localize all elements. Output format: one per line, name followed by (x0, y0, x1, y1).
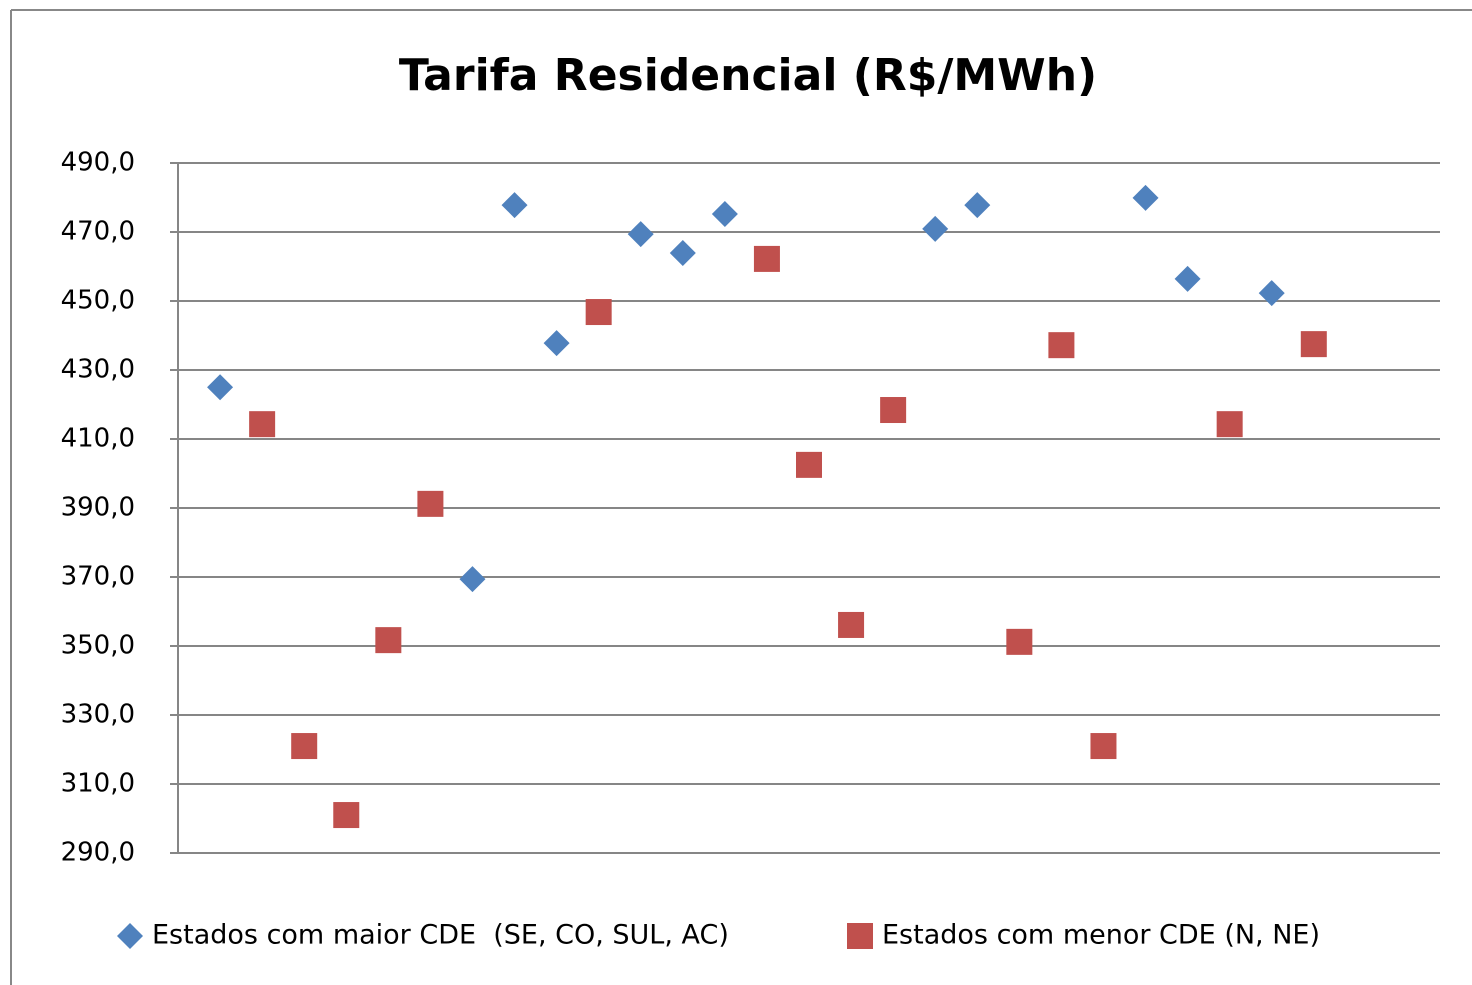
y-tick-label: 470,0 (61, 217, 135, 247)
point (880, 397, 907, 424)
point (249, 411, 276, 438)
point (627, 221, 654, 248)
point (417, 490, 444, 517)
point (543, 330, 570, 357)
point (1258, 280, 1285, 307)
point (333, 802, 360, 829)
point (375, 627, 402, 654)
y-tick-label: 430,0 (61, 355, 135, 385)
point (1090, 733, 1117, 760)
y-tick-label: 350,0 (61, 631, 135, 661)
legend-marker (847, 923, 873, 949)
legend-label: Estados com maior CDE (SE, CO, SUL, AC) (152, 920, 729, 951)
point (753, 245, 780, 272)
point (291, 733, 318, 760)
legend-label: Estados com menor CDE (N, NE) (882, 920, 1320, 951)
point (1216, 411, 1243, 438)
point (838, 611, 865, 638)
point (1132, 184, 1159, 211)
y-tick-label: 410,0 (61, 424, 135, 454)
point (585, 299, 612, 326)
point (1174, 265, 1201, 292)
point (669, 240, 696, 267)
point (711, 201, 738, 228)
point (922, 215, 949, 242)
legend-marker (117, 923, 143, 949)
y-tick-label: 450,0 (61, 286, 135, 316)
point (964, 192, 991, 219)
point (1300, 331, 1327, 358)
y-tick-label: 330,0 (61, 700, 135, 730)
y-tick-label: 310,0 (61, 769, 135, 799)
point (501, 192, 528, 219)
point (1048, 332, 1075, 359)
y-tick-label: 390,0 (61, 493, 135, 523)
y-tick-label: 490,0 (61, 148, 135, 178)
y-tick-label: 290,0 (61, 838, 135, 868)
y-tick-label: 370,0 (61, 562, 135, 592)
point (796, 451, 822, 478)
point (207, 374, 234, 401)
chart-title: Tarifa Residencial (R$/MWh) (399, 50, 1097, 101)
point (1006, 628, 1033, 655)
point (459, 566, 486, 593)
